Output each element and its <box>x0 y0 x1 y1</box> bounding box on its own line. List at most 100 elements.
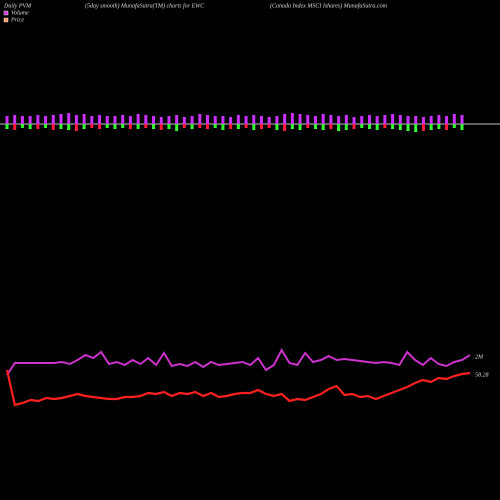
volume-bar-down <box>51 124 55 130</box>
volume-bar-down <box>344 124 348 130</box>
volume-bar-up <box>421 117 425 124</box>
volume-line-label: 2M <box>475 354 484 360</box>
volume-bar-down <box>298 124 302 130</box>
volume-bar-up <box>321 114 325 124</box>
volume-bar-up <box>144 115 148 124</box>
volume-bar-down <box>445 124 449 130</box>
volume-bar-down <box>67 124 71 130</box>
volume-bar-down <box>421 124 425 131</box>
volume-bar-up <box>383 115 387 124</box>
chart-source: (Canada Index MSCI Ishares) MunafaSutra.… <box>270 2 388 9</box>
legend-label: Volume <box>11 10 29 16</box>
volume-bar-up <box>275 116 279 124</box>
volume-bar-down <box>82 124 86 129</box>
volume-bar-up <box>290 113 294 124</box>
volume-bar-up <box>182 117 186 124</box>
volume-bar-down <box>44 124 48 128</box>
volume-bar-down <box>383 124 387 128</box>
volume-bar-down <box>306 124 310 128</box>
volume-bar-up <box>252 115 256 124</box>
volume-bar-down <box>236 124 240 129</box>
volume-bar-up <box>67 113 71 124</box>
volume-bar-down <box>121 124 125 128</box>
volume-bar-up <box>259 116 263 124</box>
volume-bar-up <box>206 115 210 124</box>
volume-bar-down <box>144 124 148 128</box>
volume-bar-up <box>159 117 163 124</box>
volume-bar-down <box>313 124 317 129</box>
volume-bar-down <box>74 124 78 131</box>
volume-bar-down <box>198 124 202 128</box>
volume-bar-down <box>259 124 263 129</box>
volume-bar-down <box>59 124 63 129</box>
volume-bar-up <box>445 116 449 124</box>
volume-bar-down <box>275 124 279 130</box>
volume-bar-up <box>337 116 341 124</box>
volume-bar-up <box>229 117 233 124</box>
volume-bar-down <box>20 124 24 128</box>
volume-bar-down <box>190 124 194 129</box>
volume-bar-down <box>159 124 163 130</box>
volume-bar-down <box>113 124 117 129</box>
volume-bar-up <box>51 115 55 124</box>
volume-bar-down <box>337 124 341 131</box>
volume-bar-up <box>36 115 40 124</box>
volume-bar-up <box>128 116 132 124</box>
volume-bar-up <box>20 116 24 124</box>
volume-bar-down <box>213 124 217 128</box>
volume-bar-up <box>113 116 117 124</box>
legend-label: Price <box>10 17 24 23</box>
volume-bar-down <box>321 124 325 130</box>
volume-bar-up <box>213 116 217 124</box>
volume-bar-down <box>98 124 102 129</box>
volume-bar-down <box>128 124 132 129</box>
volume-bar-up <box>167 116 171 124</box>
volume-bar-up <box>5 116 9 124</box>
volume-bar-down <box>375 124 379 130</box>
volume-bar-up <box>105 116 109 124</box>
volume-bar-down <box>391 124 395 129</box>
volume-bar-down <box>329 124 333 129</box>
volume-bar-down <box>360 124 364 128</box>
volume-bar-down <box>452 124 456 128</box>
volume-bar-up <box>344 115 348 124</box>
volume-bar-up <box>175 115 179 124</box>
volume-bar-down <box>290 124 294 129</box>
volume-bar-up <box>236 115 240 124</box>
volume-bar-down <box>5 124 9 129</box>
volume-bar-up <box>121 115 125 124</box>
volume-bar-down <box>244 124 248 128</box>
volume-bar-up <box>221 116 225 124</box>
volume-bar-down <box>267 124 271 128</box>
volume-bar-up <box>190 116 194 124</box>
volume-bar-down <box>429 124 433 130</box>
volume-bar-up <box>406 116 410 124</box>
volume-bar-up <box>244 116 248 124</box>
volume-bar-up <box>313 116 317 124</box>
volume-bar-down <box>167 124 171 129</box>
volume-bar-down <box>152 124 156 129</box>
volume-bar-up <box>391 114 395 124</box>
volume-bar-up <box>437 115 441 124</box>
price-line <box>5 369 471 407</box>
volume-bar-up <box>398 115 402 124</box>
volume-bar-up <box>90 116 94 124</box>
volume-line <box>6 347 471 376</box>
volume-bar-up <box>152 116 156 124</box>
volume-bar-down <box>28 124 32 129</box>
volume-bar-up <box>452 114 456 124</box>
volume-bar-down <box>229 124 233 129</box>
volume-bar-up <box>414 116 418 124</box>
volume-bar-up <box>298 114 302 124</box>
volume-bar-down <box>252 124 256 130</box>
volume-bar-down <box>352 124 356 129</box>
volume-bar-up <box>136 114 140 124</box>
legend-swatch <box>3 10 9 16</box>
volume-bar-down <box>367 124 371 129</box>
volume-bar-down <box>182 124 186 128</box>
volume-bar-up <box>283 114 287 124</box>
volume-bar-down <box>36 124 40 129</box>
volume-bar-up <box>98 115 102 124</box>
legend-swatch <box>3 17 9 23</box>
